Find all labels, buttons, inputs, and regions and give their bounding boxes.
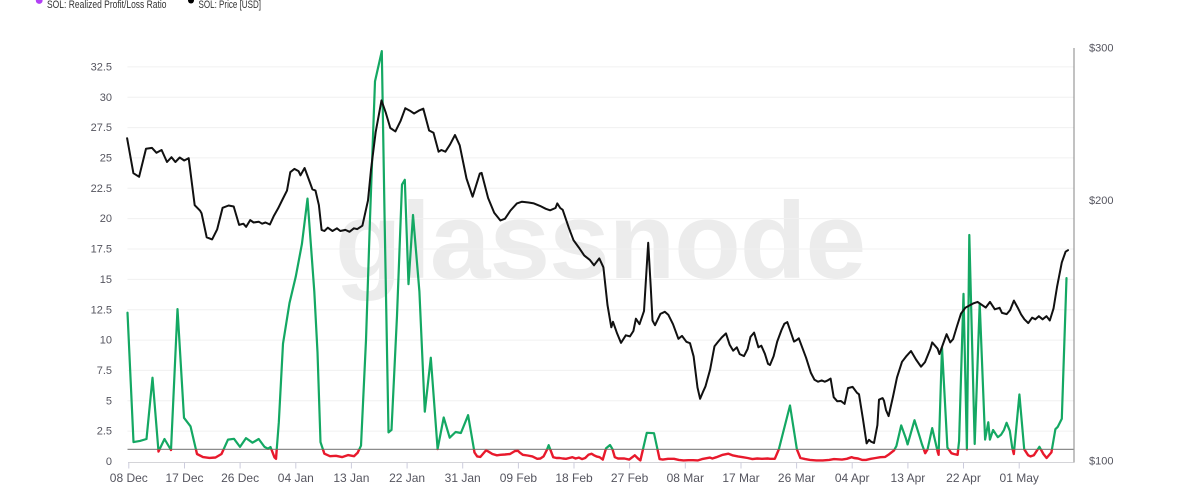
svg-text:04 Apr: 04 Apr xyxy=(835,471,870,485)
svg-text:32.5: 32.5 xyxy=(91,62,112,74)
svg-text:17.5: 17.5 xyxy=(91,244,112,256)
svg-text:20: 20 xyxy=(100,213,112,225)
svg-text:25: 25 xyxy=(100,153,112,165)
svg-text:01 May: 01 May xyxy=(1000,471,1039,485)
svg-text:31 Jan: 31 Jan xyxy=(445,471,481,485)
svg-text:7.5: 7.5 xyxy=(97,365,112,377)
svg-text:glassnode: glassnode xyxy=(335,180,865,302)
svg-text:26 Dec: 26 Dec xyxy=(221,471,259,485)
svg-text:17 Mar: 17 Mar xyxy=(722,471,759,485)
svg-text:22.5: 22.5 xyxy=(91,183,112,195)
svg-text:2.5: 2.5 xyxy=(97,426,112,438)
svg-text:27 Feb: 27 Feb xyxy=(611,471,649,485)
svg-text:09 Feb: 09 Feb xyxy=(500,471,538,485)
svg-text:0: 0 xyxy=(106,456,112,468)
svg-text:17 Dec: 17 Dec xyxy=(165,471,203,485)
svg-text:13 Jan: 13 Jan xyxy=(333,471,369,485)
svg-text:$300: $300 xyxy=(1089,43,1113,55)
svg-text:22 Jan: 22 Jan xyxy=(389,471,425,485)
svg-text:13 Apr: 13 Apr xyxy=(891,471,926,485)
svg-text:$200: $200 xyxy=(1089,195,1113,207)
svg-text:SOL: Price [USD]: SOL: Price [USD] xyxy=(199,0,262,11)
svg-text:08 Mar: 08 Mar xyxy=(667,471,704,485)
svg-text:08 Dec: 08 Dec xyxy=(110,471,148,485)
svg-text:22 Apr: 22 Apr xyxy=(946,471,981,485)
svg-text:18 Feb: 18 Feb xyxy=(555,471,593,485)
svg-text:5: 5 xyxy=(106,395,112,407)
svg-text:15: 15 xyxy=(100,274,112,286)
svg-text:12.5: 12.5 xyxy=(91,304,112,316)
svg-text:27.5: 27.5 xyxy=(91,122,112,134)
svg-text:04 Jan: 04 Jan xyxy=(278,471,314,485)
svg-text:$100: $100 xyxy=(1089,456,1113,468)
svg-text:SOL: Realized Profit/Loss Rati: SOL: Realized Profit/Loss Ratio xyxy=(47,0,167,11)
svg-text:26 Mar: 26 Mar xyxy=(778,471,815,485)
svg-text:30: 30 xyxy=(100,92,112,104)
svg-text:10: 10 xyxy=(100,335,112,347)
